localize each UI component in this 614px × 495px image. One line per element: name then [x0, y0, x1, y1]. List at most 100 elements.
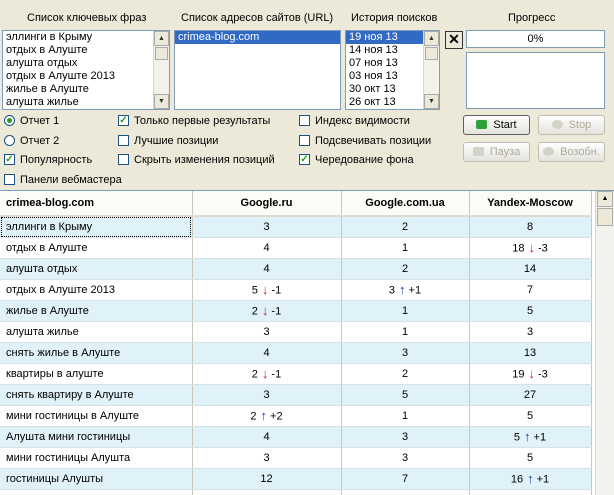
highlight-checkbox[interactable]: Подсвечивать позиции [299, 134, 431, 148]
arrow-down-icon: ↓ [528, 240, 535, 255]
phrase-item[interactable]: эллинги в Крыму [3, 31, 169, 44]
close-icon: ✕ [448, 31, 460, 47]
history-header: История поисков [351, 12, 437, 24]
arrow-up-icon: ↑ [527, 471, 534, 486]
position-cell: 16↑+1 [469, 469, 591, 490]
phrase-cell: мини гостиницы в Алуште [0, 406, 192, 427]
arrow-down-icon: ↓ [528, 366, 535, 381]
position-cell: 7 [341, 469, 469, 490]
report1-radio[interactable]: Отчет 1 [4, 114, 59, 128]
position-cell: 3 [192, 385, 341, 406]
position-cell: 2 [341, 490, 469, 495]
position-cell: 3↑+1 [341, 280, 469, 301]
scroll-down-icon[interactable]: ▼ [424, 94, 439, 109]
delete-history-button[interactable]: ✕ [445, 31, 463, 49]
scroll-up-icon[interactable]: ▲ [154, 31, 169, 46]
stop-icon [552, 120, 563, 129]
phrase-item[interactable]: алушта отдых [3, 57, 169, 70]
phrase-item[interactable]: отдых в Алуште [3, 44, 169, 57]
scroll-thumb[interactable] [597, 208, 613, 226]
position-cell: 4 [192, 427, 341, 448]
position-value: 19 [512, 368, 524, 380]
position-cell: 1 [341, 301, 469, 322]
position-cell: 2 [341, 216, 469, 238]
engine-column-header[interactable]: Google.ru [192, 191, 341, 216]
engine-column-header[interactable]: Yandex-Moscow [469, 191, 591, 216]
position-value: 2 [402, 368, 408, 380]
scroll-thumb[interactable] [425, 47, 438, 60]
alternate-bg-checkbox[interactable]: ✓Чередование фона [299, 153, 414, 167]
position-value: 1 [402, 305, 408, 317]
phrase-item[interactable]: алушта жилье [3, 96, 169, 109]
position-value: 3 [263, 221, 269, 233]
position-change: +1 [537, 473, 550, 485]
position-value: 3 [402, 431, 408, 443]
urls-list[interactable]: crimea-blog.com [174, 30, 341, 110]
position-cell: 13 [469, 343, 591, 364]
position-value: 5 [527, 305, 533, 317]
position-cell: 5 [192, 490, 341, 495]
position-value: 12 [260, 473, 272, 485]
webmaster-checkbox[interactable]: Панели вебмастера [4, 173, 122, 187]
position-value: 3 [402, 452, 408, 464]
start-button[interactable]: Start [463, 115, 530, 135]
position-cell: 2 [341, 259, 469, 280]
resume-button[interactable]: Возобн. [538, 142, 605, 162]
stop-button[interactable]: Stop [538, 115, 605, 135]
phrase-item[interactable]: отдых в Алуште 2013 [3, 70, 169, 83]
scroll-up-icon[interactable]: ▲ [424, 31, 439, 46]
position-cell: 3 [192, 322, 341, 343]
position-cell: 5 [469, 406, 591, 427]
url-item[interactable]: crimea-blog.com [175, 31, 340, 44]
visibility-checkbox[interactable]: Индекс видимости [299, 114, 410, 128]
urls-header: Список адресов сайтов (URL) [181, 12, 333, 24]
position-value: 3 [263, 326, 269, 338]
position-value: 2 [252, 368, 258, 380]
first-only-checkbox[interactable]: ✓Только первые результаты [118, 114, 270, 128]
arrow-up-icon: ↑ [399, 282, 406, 297]
position-change: +1 [534, 431, 547, 443]
position-cell: 2 [341, 364, 469, 385]
report2-radio[interactable]: Отчет 2 [4, 134, 59, 148]
position-cell: 18↓-3 [469, 238, 591, 259]
position-value: 27 [524, 389, 536, 401]
scroll-up-icon[interactable]: ▲ [597, 191, 613, 207]
best-positions-checkbox[interactable]: Лучшие позиции [118, 134, 218, 148]
history-scrollbar[interactable]: ▲ ▼ [423, 31, 439, 109]
position-cell: 3 [192, 448, 341, 469]
phrase-item[interactable]: жилье в Алуште [3, 83, 169, 96]
position-change: -3 [538, 368, 548, 380]
popularity-checkbox[interactable]: ✓Популярность [4, 153, 92, 167]
table-row[interactable]: 529 [0, 490, 591, 495]
scroll-down-icon[interactable]: ▼ [154, 94, 169, 109]
site-column-header[interactable]: crimea-blog.com [0, 191, 192, 216]
arrow-down-icon: ↓ [262, 303, 269, 318]
engine-column-header[interactable]: Google.com.ua [341, 191, 469, 216]
pause-button[interactable]: Пауза [463, 142, 530, 162]
scroll-thumb[interactable] [155, 47, 168, 60]
grid-scrollbar[interactable]: ▲ [595, 191, 614, 495]
position-cell: 5 [341, 385, 469, 406]
phrases-scrollbar[interactable]: ▲ ▼ [153, 31, 169, 109]
position-value: 3 [263, 452, 269, 464]
progress-header: Прогресс [508, 12, 555, 24]
phrase-cell: Алушта мини гостиницы [0, 427, 192, 448]
position-value: 1 [402, 410, 408, 422]
hide-changes-checkbox[interactable]: Скрыть изменения позиций [118, 153, 275, 167]
